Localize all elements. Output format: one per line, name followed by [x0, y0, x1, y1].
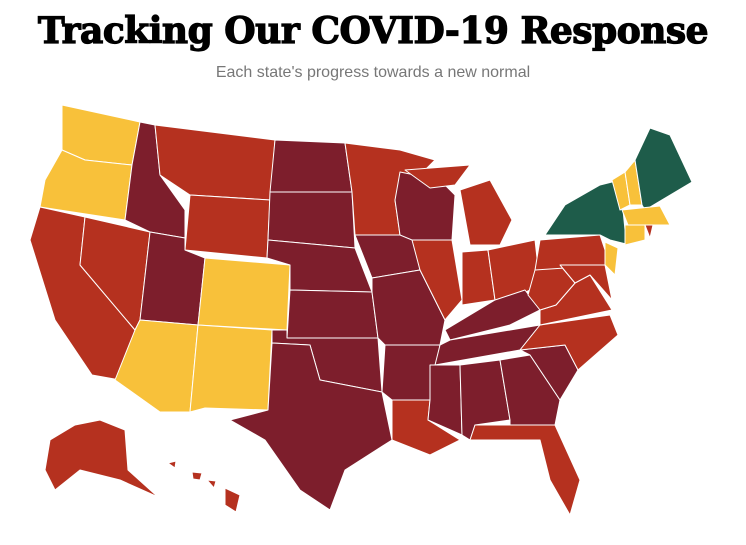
state: [154, 124, 276, 201]
state: [624, 224, 646, 246]
state: [269, 139, 353, 193]
state: [229, 342, 393, 511]
state: [644, 224, 654, 239]
state: [189, 324, 273, 413]
subtitle: Each state's progress towards a new norm…: [215, 64, 531, 81]
state: [427, 364, 463, 436]
state: [604, 241, 619, 276]
title: Tracking Our COVID-19 Response: [37, 9, 709, 52]
state: [394, 171, 456, 241]
state: [167, 460, 177, 469]
state: [44, 419, 159, 498]
state: [621, 205, 671, 226]
state: [519, 314, 619, 371]
state: [206, 479, 217, 489]
state: [191, 471, 203, 481]
state: [559, 264, 613, 301]
state: [404, 164, 471, 189]
state: [459, 179, 513, 246]
state: [197, 257, 291, 331]
state: [286, 289, 379, 339]
state: [411, 239, 463, 321]
state: [184, 194, 271, 259]
state: [634, 127, 693, 211]
state: [469, 424, 581, 516]
state: [267, 191, 356, 249]
state: [224, 487, 241, 513]
